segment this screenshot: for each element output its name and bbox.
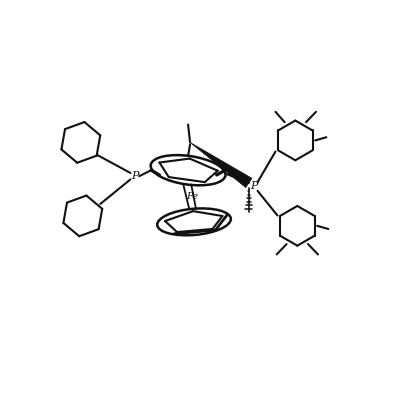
Text: P: P — [131, 171, 138, 181]
Polygon shape — [190, 142, 252, 188]
Text: P: P — [250, 181, 257, 191]
Text: Fe: Fe — [186, 192, 198, 200]
